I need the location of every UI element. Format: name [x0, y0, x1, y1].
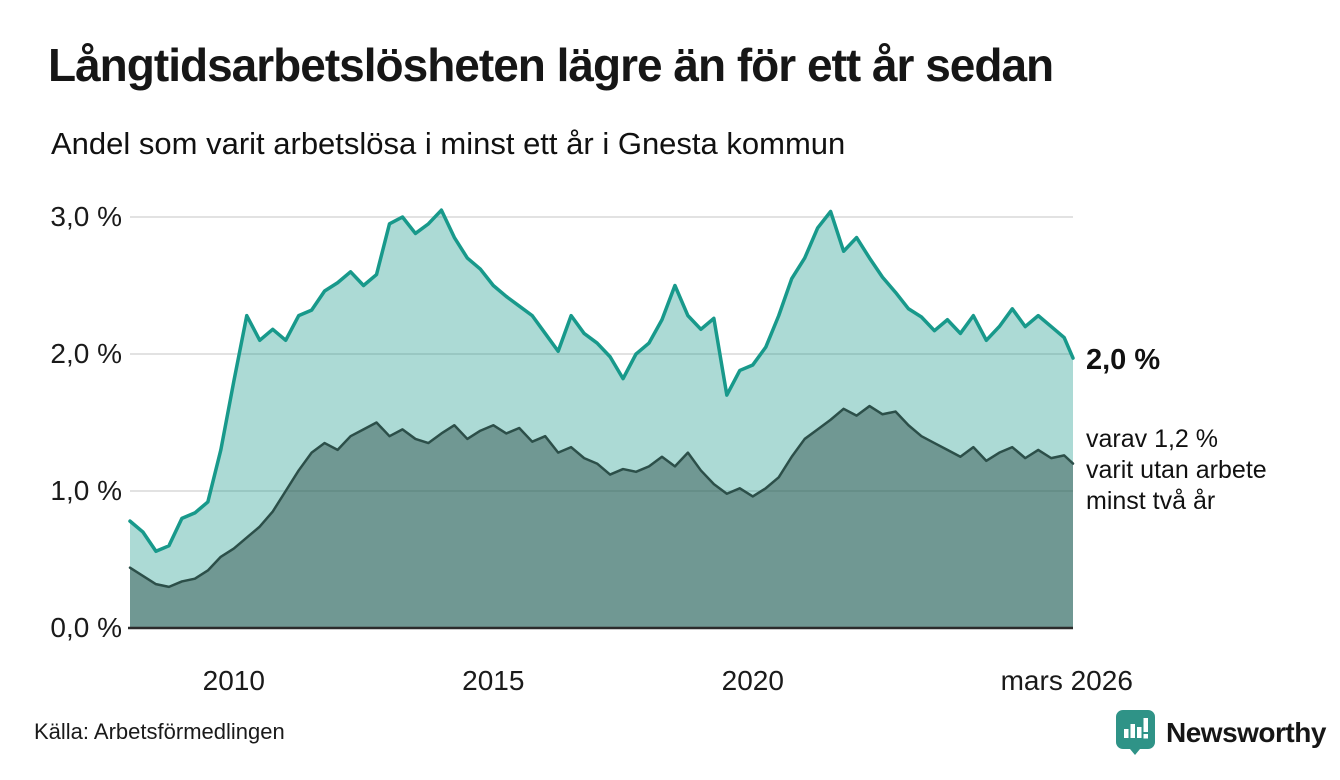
- chart-title: Långtidsarbetslösheten lägre än för ett …: [48, 39, 1054, 91]
- series-2-line: [128, 404, 1075, 589]
- y-tick-label: 0,0 %: [50, 612, 122, 643]
- series-1-line: [128, 208, 1075, 554]
- y-tick-label: 3,0 %: [50, 201, 122, 232]
- annotation-line-3: minst två år: [1086, 487, 1216, 515]
- y-tick-label: 2,0 %: [50, 338, 122, 369]
- newsworthy-wordmark: Newsworthy: [1166, 716, 1326, 748]
- y-tick-label: 1,0 %: [50, 475, 122, 506]
- newsworthy-logo: Newsworthy: [1115, 709, 1326, 756]
- chart-subtitle: Andel som varit arbetslösa i minst ett å…: [51, 126, 846, 161]
- newsworthy-icon: [1116, 710, 1155, 755]
- x-tick-label: 2020: [722, 665, 784, 696]
- latest-value-label: 2,0 %: [1086, 344, 1161, 376]
- annotation-line-1: varav 1,2 %: [1086, 425, 1219, 453]
- series-2-area: [130, 406, 1073, 628]
- x-tick-label: mars 2026: [1001, 665, 1133, 696]
- annotation-line-2: varit utan arbete: [1086, 456, 1267, 484]
- series-1-area: [130, 210, 1073, 628]
- source-note: Källa: Arbetsförmedlingen: [34, 719, 285, 744]
- x-tick-label: 2015: [462, 665, 524, 696]
- secondary-annotation: varav 1,2 % varit utan arbete minst två …: [1086, 424, 1267, 517]
- x-tick-label: 2010: [203, 665, 265, 696]
